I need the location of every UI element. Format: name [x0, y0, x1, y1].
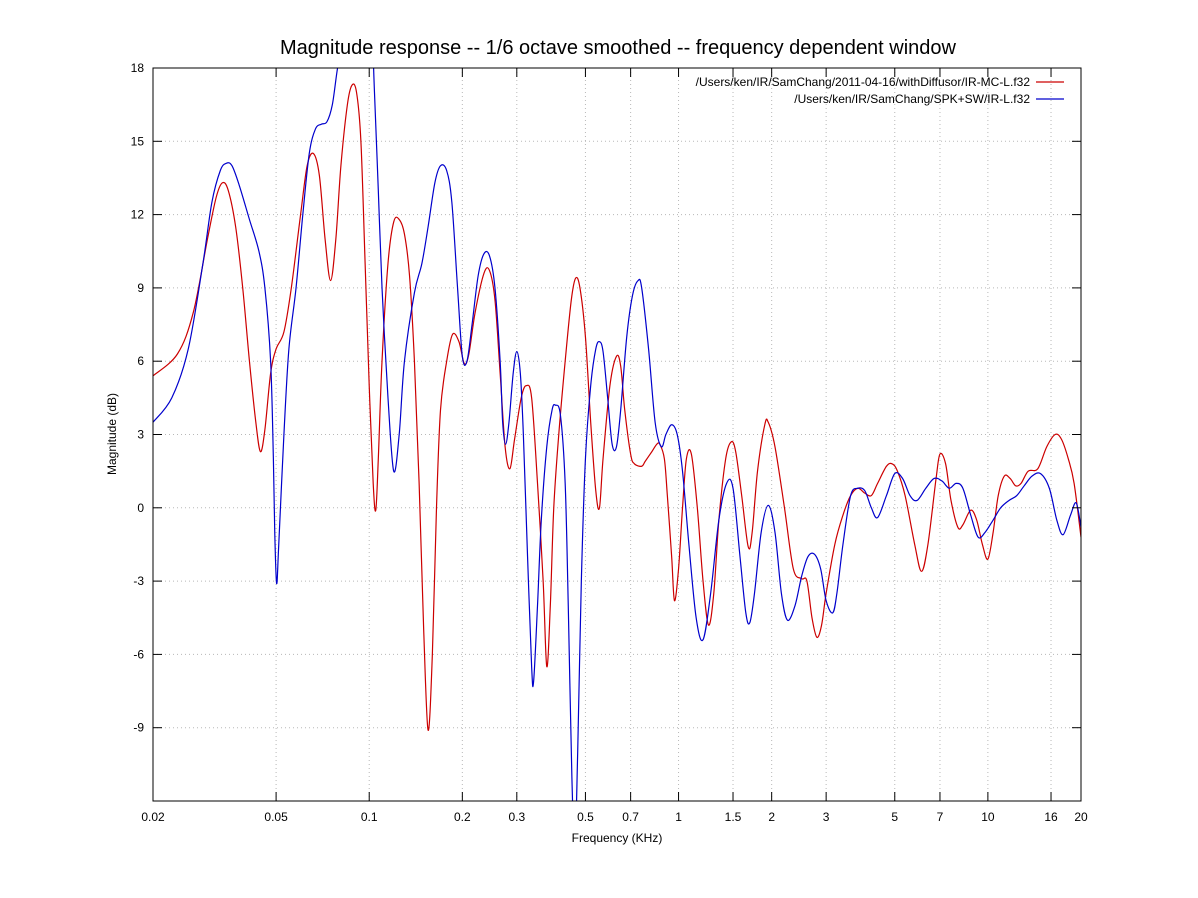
x-tick-label: 0.1: [361, 810, 378, 824]
x-axis-label: Frequency (KHz): [572, 831, 663, 845]
x-tick-label: 3: [823, 810, 830, 824]
y-axis-label: Magnitude (dB): [105, 393, 119, 475]
y-tick-label: -6: [133, 647, 144, 661]
y-tick-label: 12: [131, 208, 145, 222]
y-tick-label: 18: [131, 61, 145, 75]
y-tick-label: 15: [131, 134, 145, 148]
y-tick-label: -3: [133, 574, 144, 588]
y-tick-label: -9: [133, 721, 144, 735]
x-tick-label: 0.5: [577, 810, 594, 824]
x-tick-label: 2: [768, 810, 775, 824]
y-tick-label: 6: [137, 354, 144, 368]
x-tick-label: 0.05: [264, 810, 288, 824]
y-tick-label: 9: [137, 281, 144, 295]
grid: [153, 68, 1081, 801]
x-tick-label: 1: [675, 810, 682, 824]
x-tick-label: 10: [981, 810, 995, 824]
legend-label-1: /Users/ken/IR/SamChang/2011-04-16/withDi…: [696, 75, 1031, 89]
legend: /Users/ken/IR/SamChang/2011-04-16/withDi…: [696, 75, 1064, 106]
ticks: 0.02 0.05 0.1 0.2 0.3 0.5 0.7 1 1.5 2 3 5 7 10 16 20 18 1…: [131, 61, 1088, 824]
y-tick-label: 3: [137, 428, 144, 442]
x-tick-label: 1.5: [725, 810, 742, 824]
x-tick-label: 5: [891, 810, 898, 824]
series-line-1: [153, 83, 1081, 731]
x-tick-label: 20: [1074, 810, 1088, 824]
x-tick-label: 16: [1044, 810, 1058, 824]
x-tick-label: 0.02: [141, 810, 165, 824]
x-tick-label: 0.2: [454, 810, 471, 824]
x-tick-label: 7: [937, 810, 944, 824]
series-line-2: [153, 68, 1081, 801]
chart-title: Magnitude response -- 1/6 octave smoothe…: [280, 37, 957, 59]
x-tick-label: 0.7: [622, 810, 639, 824]
x-tick-label: 0.3: [508, 810, 525, 824]
series-layer: [153, 68, 1081, 801]
legend-label-2: /Users/ken/IR/SamChang/SPK+SW/IR-L.f32: [794, 92, 1030, 106]
y-tick-label: 0: [137, 501, 144, 515]
